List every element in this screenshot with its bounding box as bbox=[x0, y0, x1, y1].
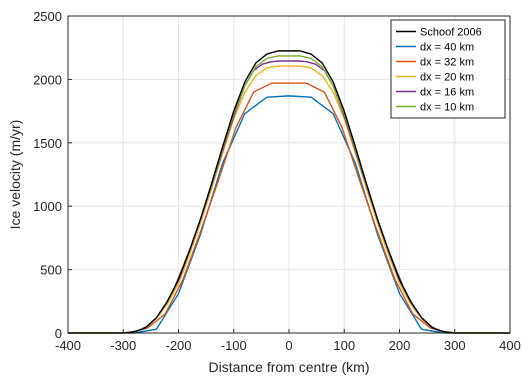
series-lines bbox=[68, 50, 510, 334]
y-axis-label: Ice velocity (m/yr) bbox=[7, 120, 23, 230]
x-tick-label: 0 bbox=[285, 338, 292, 353]
y-tick-label: 1500 bbox=[33, 136, 62, 151]
x-tick-label: -400 bbox=[55, 338, 81, 353]
y-tick-label: 2000 bbox=[33, 72, 62, 87]
x-axis-label: Distance from centre (km) bbox=[208, 359, 369, 375]
y-tick-label: 2500 bbox=[33, 9, 62, 24]
legend-entry: dx = 10 km bbox=[420, 102, 474, 114]
x-tick-label: -100 bbox=[221, 338, 247, 353]
legend-entry: dx = 32 km bbox=[420, 57, 474, 69]
y-tick-label: 1000 bbox=[33, 199, 62, 214]
y-tick-label: 500 bbox=[40, 263, 62, 278]
x-tick-label: 300 bbox=[444, 338, 466, 353]
tick-labels: -400 -300 -200 -100 0 100 200 300 400 0 500 1000 150… bbox=[33, 9, 521, 353]
x-tick-label: 100 bbox=[333, 338, 355, 353]
series-line-0 bbox=[68, 50, 510, 334]
legend-entry: dx = 16 km bbox=[420, 87, 474, 99]
series-line-3 bbox=[68, 65, 510, 334]
series-line-2 bbox=[68, 82, 510, 334]
x-tick-label: 200 bbox=[389, 338, 411, 353]
legend-entry: dx = 20 km bbox=[420, 72, 474, 84]
x-tick-label: -200 bbox=[165, 338, 191, 353]
legend-entry: Schoof 2006 bbox=[420, 27, 482, 39]
series-line-1 bbox=[68, 95, 510, 334]
x-tick-label: -300 bbox=[110, 338, 136, 353]
legend: Schoof 2006 dx = 40 km dx = 32 km dx = 20 k… bbox=[390, 19, 506, 119]
legend-entry: dx = 40 km bbox=[420, 42, 474, 54]
legend-box bbox=[390, 19, 506, 119]
y-tick-label: 0 bbox=[55, 326, 62, 341]
x-tick-label: 400 bbox=[499, 338, 521, 353]
